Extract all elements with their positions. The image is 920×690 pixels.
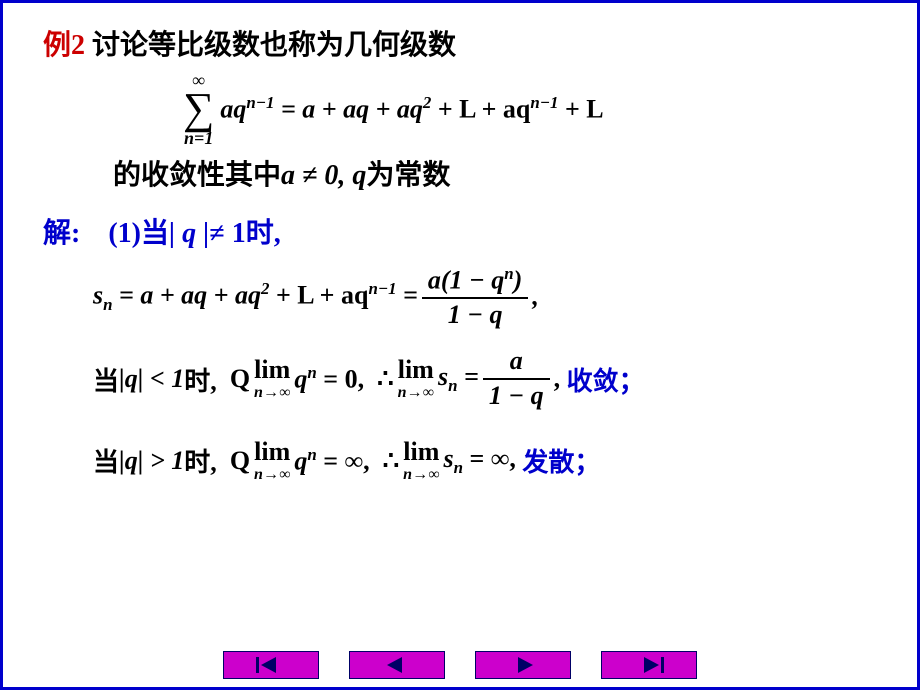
- gt1-qn: n: [307, 445, 316, 464]
- gt1-lim1-sub: n→∞: [254, 467, 290, 483]
- sn-fraction: a(1 − qn) 1 − q: [422, 265, 529, 330]
- cond-suffix: 为常数: [366, 160, 450, 191]
- fn-pre: a(1 − q: [428, 265, 504, 294]
- first-icon: [256, 657, 286, 673]
- solution-label: 解:: [43, 218, 80, 249]
- sn-eq2: =: [397, 281, 418, 310]
- sn-tail: ,: [532, 282, 539, 312]
- sn-frac-den: 1 − q: [442, 299, 509, 330]
- example-label: 例2: [43, 30, 85, 61]
- nav-last-button[interactable]: [601, 651, 697, 679]
- lt1-lim2-sub: n→∞: [398, 385, 434, 401]
- gt1-prefix: 当: [93, 442, 119, 479]
- sigma-lower: n=1: [184, 129, 213, 147]
- gt1-because: Q: [230, 446, 250, 476]
- case1-label: (1)当| q |≠ 1时,: [108, 218, 280, 249]
- gt1-sninf: = ∞,: [463, 444, 516, 473]
- solution-case1: 解: (1)当| q |≠ 1时,: [43, 211, 887, 251]
- lt1-fraction: a 1 − q: [483, 347, 550, 410]
- nav-bar: [3, 651, 917, 679]
- series-formula: ∞ ∑ n=1 aqn−1 = a + aq + aq2 + L + aqn−1…: [183, 71, 887, 147]
- lt1-lim2-label: lim: [398, 357, 434, 383]
- nav-first-button[interactable]: [223, 651, 319, 679]
- nav-next-button[interactable]: [475, 651, 571, 679]
- lt1-lim1-sub: n→∞: [254, 385, 290, 401]
- gt1-lim1-label: lim: [254, 439, 290, 465]
- gt1-lim2: lim n→∞: [403, 439, 439, 483]
- lt1-lim1-label: lim: [254, 357, 290, 383]
- partial-sum-formula: sn = a + aq + aq2 + L + aqn−1 = a(1 − qn…: [93, 265, 887, 330]
- lt1-frac-den: 1 − q: [483, 380, 550, 411]
- lt1-prefix: 当: [93, 361, 119, 398]
- gt1-q: q: [294, 446, 307, 475]
- gt1-lim2-sub: n→∞: [403, 467, 439, 483]
- sigma-symbol: ∞ ∑ n=1: [183, 71, 214, 147]
- lt1-conclusion: 收敛；: [567, 361, 645, 398]
- gt1-lim1: lim n→∞: [254, 439, 290, 483]
- sn-eq: = a + aq + aq: [113, 281, 261, 310]
- title-line: 例2 讨论等比级数也称为几何级数: [43, 23, 887, 63]
- lt1-lim2-body: sn =: [438, 362, 479, 396]
- gt1-lim1-body: qn = ∞,: [294, 445, 369, 477]
- cond-prefix: 的收敛性其中: [113, 160, 281, 191]
- gt1-s: s: [443, 444, 453, 473]
- lt1-cond: |q| < 1: [119, 364, 184, 394]
- lt1-lim1-body: qn = 0,: [294, 363, 364, 395]
- sigma-glyph: ∑: [183, 89, 214, 129]
- case-gt1-line: 当|q| > 1时, Q lim n→∞ qn = ∞, ∴ lim n→∞ s…: [93, 439, 887, 483]
- case-lt1-line: 当|q| < 1时, Q lim n→∞ qn = 0, ∴ lim n→∞ s…: [93, 347, 887, 410]
- next-icon: [508, 657, 538, 673]
- lt1-qn: n: [307, 363, 316, 382]
- sn-s: s: [93, 281, 103, 310]
- fn-post: ): [514, 265, 523, 294]
- last-icon: [634, 657, 664, 673]
- gt1-conclusion: 发散；: [522, 442, 600, 479]
- gt1-cond: |q| > 1: [119, 446, 184, 476]
- gt1-lim2-label: lim: [403, 439, 439, 465]
- gt1-therefore: ∴: [383, 446, 400, 476]
- cond-math: a ≠ 0, q: [281, 160, 366, 191]
- prev-icon: [382, 657, 412, 673]
- lt1-therefore: ∴: [377, 364, 394, 394]
- gt1-eqinf: = ∞,: [317, 446, 370, 475]
- sn-expnm1: n−1: [368, 279, 396, 298]
- exp-mid: + L + aq: [431, 95, 530, 124]
- lt1-because: Q: [230, 364, 250, 394]
- gt1-when: 时,: [184, 442, 217, 479]
- gt1-lim2-body: sn = ∞,: [443, 444, 515, 478]
- sn-mid: + L + aq: [269, 281, 368, 310]
- sn-sub: n: [103, 295, 112, 314]
- lt1-when: 时,: [184, 361, 217, 398]
- lt1-lim1: lim n→∞: [254, 357, 290, 401]
- exp-tail: + L: [558, 95, 603, 124]
- series-term: aqn−1 = a + aq + aq2 + L + aqn−1 + L: [220, 93, 603, 125]
- title-text: 讨论等比级数也称为几何级数: [92, 30, 456, 61]
- nav-prev-button[interactable]: [349, 651, 445, 679]
- condition-line: 的收敛性其中a ≠ 0, q为常数: [113, 153, 887, 193]
- lt1-lim2: lim n→∞: [398, 357, 434, 401]
- lt1-eq0: = 0,: [317, 365, 364, 394]
- slide-content: 例2 讨论等比级数也称为几何级数 ∞ ∑ n=1 aqn−1 = a + aq …: [3, 3, 917, 521]
- lt1-s: s: [438, 362, 448, 391]
- lt1-frac-num: a: [504, 347, 529, 378]
- exp-prefix: = a + aq + aq: [274, 95, 422, 124]
- sn-frac-num: a(1 − qn): [422, 265, 529, 297]
- fn-exp: n: [504, 264, 513, 283]
- exp-nm1: n−1: [530, 93, 558, 112]
- sn-lhs: sn = a + aq + aq2 + L + aqn−1 =: [93, 279, 418, 315]
- lt1-eq: =: [457, 362, 478, 391]
- gt1-sn: n: [454, 458, 463, 477]
- lt1-q: q: [294, 365, 307, 394]
- term-base: aq: [220, 95, 246, 124]
- term-exp: n−1: [246, 93, 274, 112]
